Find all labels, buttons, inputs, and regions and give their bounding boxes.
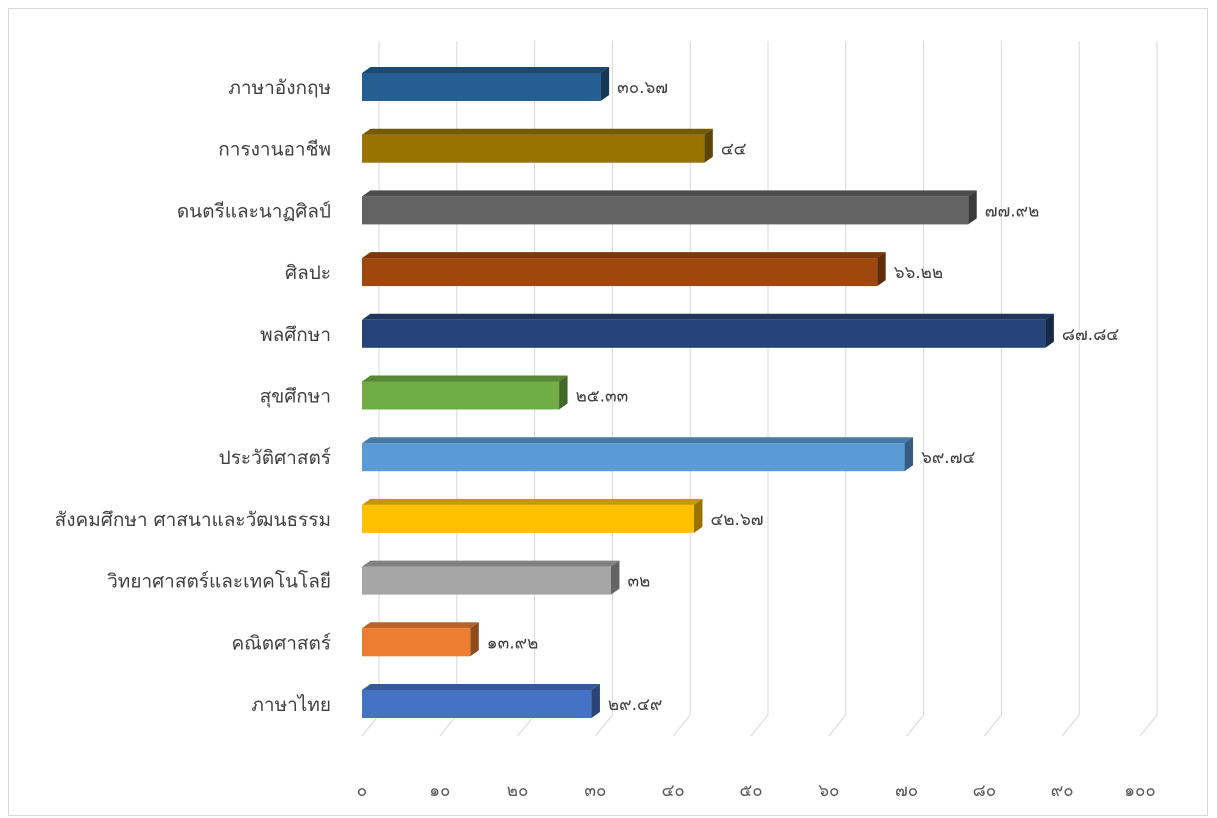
grid-line-floor (595, 714, 613, 737)
bar-side-face (704, 128, 713, 163)
bar-top-face (362, 560, 620, 567)
bar-top-face (362, 252, 886, 259)
bar-top-face (362, 67, 610, 73)
bar-front-face (362, 196, 969, 225)
category-labels: ภาษาอังกฤษการงานอาชีพดนตรีและนาฏศิลป์ศิล… (55, 77, 331, 716)
bar (362, 190, 977, 225)
bar (362, 498, 703, 533)
x-tick-label: ๑๐ (429, 781, 450, 801)
chart-frame: ภาษาอังกฤษการงานอาชีพดนตรีและนาฏศิลป์ศิล… (8, 8, 1208, 816)
bar-front-face (362, 319, 1046, 348)
value-labels: ๓๐.๖๗๔๔๗๗.๙๒๖๖.๒๒๘๗.๘๔๒๕.๓๓๖๙.๗๔๔๒.๖๗๓๒๑… (487, 78, 1120, 715)
x-tick-label: ๓๐ (584, 781, 606, 801)
x-axis-tick-labels: ๐ ๑๐ ๒๐ ๓๐ ๔๐ ๕๐ ๖๐ ๗๐ ๘๐ ๙๐ ๑๐๐ (357, 781, 1156, 801)
data-label: ๔๒.๖๗ (710, 510, 763, 530)
category-label: การงานอาชีพ (218, 139, 331, 161)
category-label: ดนตรีและนาฏศิลป์ (177, 200, 331, 222)
bar-top-face (362, 128, 713, 135)
bar (362, 560, 620, 595)
grid-line-floor (750, 714, 769, 737)
data-label: ๓๐.๖๗ (617, 78, 668, 98)
grid-line-floor (361, 714, 380, 737)
data-label: ๑๓.๙๒ (487, 633, 538, 653)
bar-side-face (693, 498, 703, 533)
bar-front-face (362, 628, 471, 657)
bar-side-face (904, 437, 914, 472)
bar-front-face (362, 690, 592, 718)
x-tick-label: ๔๐ (662, 781, 685, 801)
bar-top-face (362, 684, 600, 690)
bar-side-face (968, 190, 977, 225)
category-label: สังคมศึกษา ศาสนาและวัฒนธรรม (55, 509, 331, 531)
bar-front-face (362, 258, 878, 287)
x-tick-label: ๑๐๐ (1124, 781, 1156, 801)
x-tick-label: ๙๐ (1051, 781, 1074, 801)
category-label: ภาษาอังกฤษ (228, 77, 331, 99)
bar-front-face (362, 134, 705, 163)
bar (362, 313, 1054, 348)
data-label: ๒๙.๔๙ (608, 695, 662, 715)
data-label: ๖๙.๗๔ (921, 448, 975, 468)
bar-side-face (1045, 313, 1054, 348)
grid-line-floor (1061, 714, 1080, 737)
x-tick-label: ๕๐ (739, 781, 762, 801)
x-tick-label: ๒๐ (507, 781, 529, 801)
category-label: สุขศึกษา (260, 386, 331, 409)
grid-line-floor (906, 714, 924, 737)
bar-front-face (362, 443, 905, 472)
bar-top-face (362, 313, 1054, 320)
bar-front-face (362, 73, 601, 101)
category-label: ประวัติศาสตร์ (219, 447, 331, 469)
bar (362, 128, 713, 163)
bar-top-face (362, 190, 977, 197)
x-tick-label: ๘๐ (973, 781, 997, 801)
category-label: พลศึกษา (260, 324, 331, 346)
grid-line-floor (984, 714, 1002, 737)
category-label: ภาษาไทย (251, 694, 331, 716)
category-label: ศิลปะ (285, 262, 331, 284)
data-label: ๓๒ (627, 572, 650, 592)
grid-line-floor (1139, 714, 1158, 737)
bar-chart: ภาษาอังกฤษการงานอาชีพดนตรีและนาฏศิลป์ศิล… (55, 41, 1158, 801)
bars (362, 67, 1054, 718)
grid-line-floor (439, 714, 458, 737)
bar-front-face (362, 381, 560, 410)
bar (362, 437, 914, 472)
category-label: คณิตศาสตร์ (231, 632, 331, 654)
data-label: ๔๔ (721, 140, 747, 160)
bar (362, 622, 479, 657)
data-label: ๘๗.๘๔ (1062, 325, 1119, 345)
bar (362, 684, 600, 718)
bar (362, 252, 886, 287)
bar-front-face (362, 566, 611, 595)
x-tick-label: ๗๐ (895, 781, 918, 801)
bar-top-face (362, 437, 914, 444)
bar-top-face (362, 375, 568, 382)
bar-side-face (470, 622, 479, 657)
category-label: วิทยาศาสตร์และเทคโนโลยี (107, 570, 331, 593)
bar-side-face (610, 560, 620, 595)
grid-line-floor (672, 714, 691, 737)
grid-line-floor (828, 714, 847, 737)
bar-side-face (591, 684, 600, 718)
bar-top-face (362, 498, 703, 505)
data-label: ๒๕.๓๓ (576, 387, 629, 407)
bar-side-face (600, 67, 610, 101)
grid-line-floor (517, 714, 535, 737)
x-tick-label: ๖๐ (818, 781, 839, 801)
bar-top-face (362, 622, 479, 629)
bar-side-face (877, 252, 886, 287)
data-label: ๖๖.๒๒ (894, 263, 943, 283)
x-tick-label: ๐ (357, 781, 367, 801)
bar-side-face (559, 375, 568, 410)
bar (362, 375, 568, 410)
bar (362, 67, 610, 101)
data-label: ๗๗.๙๒ (985, 201, 1040, 221)
bar-front-face (362, 504, 694, 533)
